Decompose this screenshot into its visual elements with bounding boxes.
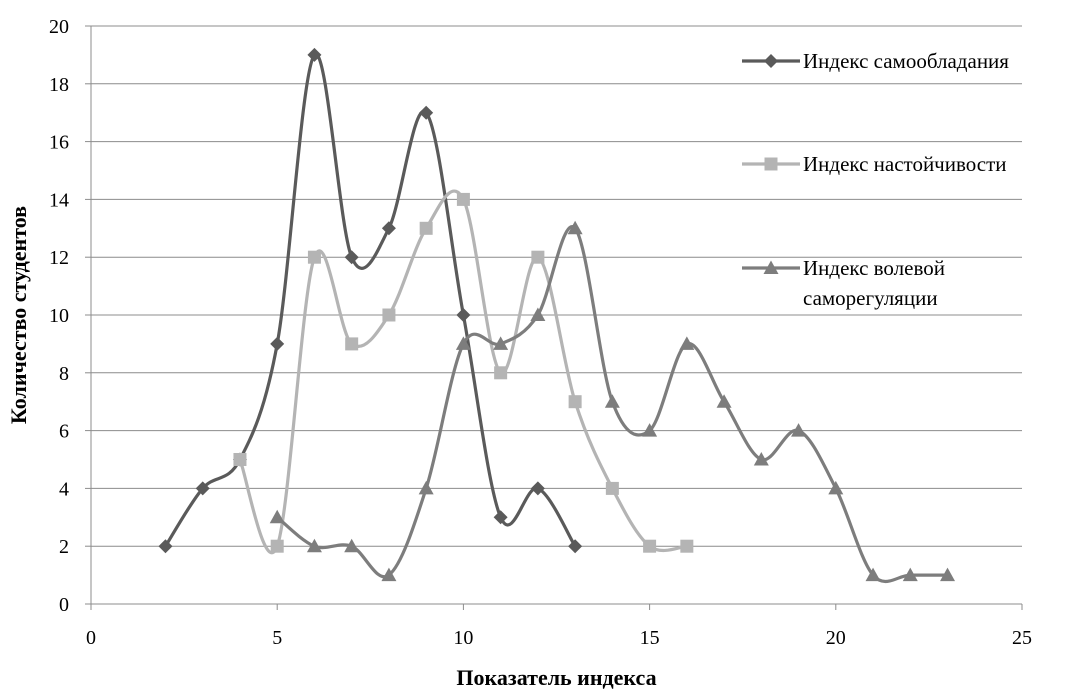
y-tick-label: 18 <box>49 74 69 96</box>
x-tick-label: 0 <box>86 627 96 649</box>
data-point-triangle-marker <box>902 567 918 582</box>
data-point-diamond-marker <box>456 308 471 322</box>
y-tick-label: 4 <box>59 478 69 500</box>
data-point-square-marker <box>531 250 545 264</box>
data-point-square-marker <box>382 308 396 322</box>
legend-triangle-marker <box>763 260 779 274</box>
y-axis-title: Количество студентов <box>6 206 31 424</box>
data-point-triangle-marker <box>493 336 509 350</box>
y-tick-label: 10 <box>49 305 69 327</box>
x-tick-label: 5 <box>272 627 282 649</box>
x-tick-label: 25 <box>1012 627 1032 649</box>
data-point-triangle-marker <box>716 394 732 408</box>
data-point-square-marker <box>233 453 247 466</box>
y-tick-label: 14 <box>49 189 69 211</box>
y-tick-label: 2 <box>59 536 69 558</box>
data-point-triangle-marker <box>940 567 956 582</box>
x-tick-label: 10 <box>453 627 473 649</box>
series-line-1 <box>163 52 577 548</box>
series-line-3 <box>275 225 950 584</box>
series-lines <box>163 52 950 584</box>
legend-item: Индекс самообладания <box>742 49 1009 73</box>
y-tick-label: 0 <box>59 594 69 616</box>
data-point-triangle-marker <box>344 538 360 553</box>
data-point-diamond-marker <box>381 221 396 236</box>
data-point-triangle-marker <box>530 307 546 321</box>
series-line-2 <box>238 189 689 555</box>
data-point-square-marker <box>494 366 508 380</box>
legend-square-marker <box>764 157 778 171</box>
data-point-square-marker <box>270 539 284 553</box>
data-point-diamond-marker <box>195 481 210 496</box>
data-point-triangle-marker <box>604 394 620 408</box>
legend-label-line: саморегуляции <box>803 286 938 310</box>
data-point-diamond-marker <box>307 47 322 62</box>
data-point-triangle-marker <box>567 220 583 235</box>
data-point-triangle-marker <box>418 480 434 495</box>
data-point-diamond-marker <box>419 105 434 120</box>
data-point-triangle-marker <box>269 509 285 524</box>
data-point-diamond-marker <box>530 481 545 496</box>
data-point-square-marker <box>643 539 657 553</box>
y-tick-label: 6 <box>59 421 69 443</box>
x-axis-title: Показатель индекса <box>456 665 656 690</box>
data-point-triangle-marker <box>381 567 397 582</box>
data-point-diamond-marker <box>568 539 583 554</box>
data-point-triangle-marker <box>791 423 807 437</box>
x-tick-label: 20 <box>826 627 846 649</box>
legend-label-line: Индекс волевой <box>803 256 945 280</box>
data-point-square-marker <box>680 539 694 553</box>
x-tick-label: 15 <box>640 627 660 649</box>
data-point-square-marker <box>307 250 321 264</box>
legend-item: Индекс волевой саморегуляции <box>742 256 945 310</box>
data-point-square-marker <box>456 192 470 206</box>
y-tick-label: 8 <box>59 363 69 385</box>
legend-diamond-marker <box>764 54 778 68</box>
y-tick-label: 20 <box>49 16 69 38</box>
data-point-triangle-marker <box>642 423 658 437</box>
y-tick-label: 12 <box>49 247 69 269</box>
series-markers <box>158 47 956 582</box>
legend: Индекс самообладания Индекс настойчивости… <box>742 49 1009 310</box>
legend-label: Индекс волевой саморегуляции <box>803 256 945 310</box>
data-point-diamond-marker <box>270 336 285 351</box>
data-point-triangle-marker <box>679 336 695 350</box>
data-point-triangle-marker <box>828 480 844 495</box>
data-point-triangle-marker <box>455 336 471 350</box>
y-tick-label: 16 <box>49 132 69 154</box>
legend-label: Индекс самообладания <box>803 49 1009 73</box>
legend-label: Индекс настойчивости <box>803 152 1007 176</box>
data-point-square-marker <box>568 395 582 409</box>
data-point-triangle-marker <box>306 538 322 553</box>
data-point-triangle-marker <box>865 567 881 582</box>
data-point-diamond-marker <box>158 539 173 554</box>
data-point-square-marker <box>345 337 359 351</box>
data-point-square-marker <box>419 221 433 235</box>
axes: 0 2 4 6 8 10 12 14 16 18 20 0 5 10 15 20 25 <box>49 16 1032 649</box>
data-point-diamond-marker <box>344 250 359 265</box>
legend-item: Индекс настойчивости <box>742 152 1007 176</box>
data-point-square-marker <box>605 481 619 495</box>
data-point-diamond-marker <box>493 510 508 525</box>
data-point-triangle-marker <box>753 452 769 466</box>
